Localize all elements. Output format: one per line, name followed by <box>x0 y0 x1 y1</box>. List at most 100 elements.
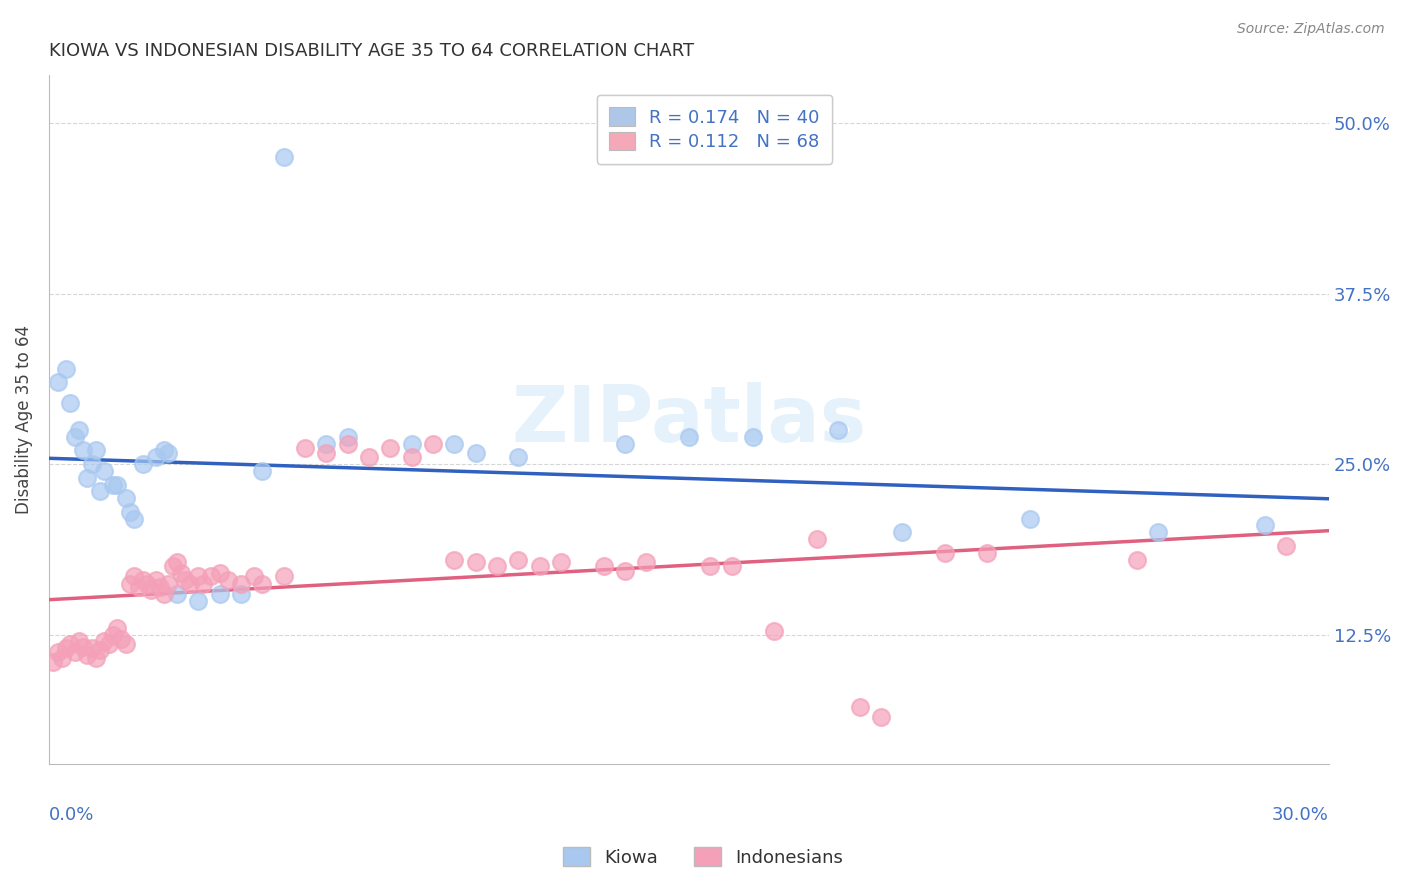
Point <box>976 546 998 560</box>
Point <box>97 637 120 651</box>
Point <box>72 640 94 654</box>
Point <box>72 443 94 458</box>
Point <box>827 423 849 437</box>
Legend: Kiowa, Indonesians: Kiowa, Indonesians <box>555 840 851 874</box>
Point <box>170 566 193 581</box>
Point <box>208 566 231 581</box>
Point <box>145 573 167 587</box>
Point <box>149 580 172 594</box>
Point <box>508 552 530 566</box>
Point <box>153 587 176 601</box>
Point <box>741 430 763 444</box>
Text: 30.0%: 30.0% <box>1272 805 1329 823</box>
Point <box>145 450 167 465</box>
Y-axis label: Disability Age 35 to 64: Disability Age 35 to 64 <box>15 326 32 514</box>
Point <box>55 361 77 376</box>
Point <box>76 471 98 485</box>
Point <box>59 395 82 409</box>
Text: KIOWA VS INDONESIAN DISABILITY AGE 35 TO 64 CORRELATION CHART: KIOWA VS INDONESIAN DISABILITY AGE 35 TO… <box>49 42 695 60</box>
Point <box>273 150 295 164</box>
Point <box>89 642 111 657</box>
Point <box>80 641 103 656</box>
Point <box>187 569 209 583</box>
Point <box>67 634 90 648</box>
Point <box>464 446 486 460</box>
Point <box>132 457 155 471</box>
Point <box>124 511 146 525</box>
Point <box>132 573 155 587</box>
Point <box>80 457 103 471</box>
Point <box>315 446 337 460</box>
Point <box>200 569 222 583</box>
Point <box>592 559 614 574</box>
Point <box>76 648 98 662</box>
Point <box>118 577 141 591</box>
Point <box>157 446 180 460</box>
Point <box>118 505 141 519</box>
Point <box>529 559 551 574</box>
Point <box>1147 525 1170 540</box>
Point <box>934 546 956 560</box>
Point <box>464 555 486 569</box>
Point <box>357 450 380 465</box>
Point <box>443 436 465 450</box>
Point <box>1019 511 1042 525</box>
Point <box>51 650 73 665</box>
Point <box>42 655 65 669</box>
Point <box>166 555 188 569</box>
Point <box>162 559 184 574</box>
Point <box>141 582 163 597</box>
Point <box>110 632 132 646</box>
Point <box>485 559 508 574</box>
Point <box>869 709 891 723</box>
Point <box>401 436 423 450</box>
Point <box>208 587 231 601</box>
Point <box>174 573 197 587</box>
Point <box>157 577 180 591</box>
Point <box>114 637 136 651</box>
Point <box>699 559 721 574</box>
Point <box>84 443 107 458</box>
Point <box>101 627 124 641</box>
Point <box>128 580 150 594</box>
Point <box>187 593 209 607</box>
Point <box>101 477 124 491</box>
Point <box>229 587 252 601</box>
Text: ZIPatlas: ZIPatlas <box>512 382 866 458</box>
Point <box>67 423 90 437</box>
Point <box>89 484 111 499</box>
Point <box>229 577 252 591</box>
Point <box>1126 552 1149 566</box>
Point <box>179 577 201 591</box>
Point <box>763 624 786 638</box>
Point <box>1254 518 1277 533</box>
Point <box>401 450 423 465</box>
Point <box>55 641 77 656</box>
Point <box>443 552 465 566</box>
Point <box>678 430 700 444</box>
Point <box>613 564 636 578</box>
Point <box>636 555 658 569</box>
Point <box>720 559 742 574</box>
Point <box>380 441 402 455</box>
Point <box>105 477 128 491</box>
Legend: R = 0.174   N = 40, R = 0.112   N = 68: R = 0.174 N = 40, R = 0.112 N = 68 <box>596 95 832 164</box>
Point <box>84 650 107 665</box>
Point <box>93 634 115 648</box>
Point <box>508 450 530 465</box>
Text: Source: ZipAtlas.com: Source: ZipAtlas.com <box>1237 22 1385 37</box>
Point <box>105 621 128 635</box>
Point <box>294 441 316 455</box>
Point <box>550 555 572 569</box>
Point <box>166 587 188 601</box>
Point <box>252 464 274 478</box>
Point <box>59 637 82 651</box>
Point <box>136 577 159 591</box>
Point <box>46 375 69 389</box>
Point <box>252 577 274 591</box>
Point <box>891 525 914 540</box>
Point <box>63 430 86 444</box>
Text: 0.0%: 0.0% <box>49 805 94 823</box>
Point <box>153 443 176 458</box>
Point <box>93 464 115 478</box>
